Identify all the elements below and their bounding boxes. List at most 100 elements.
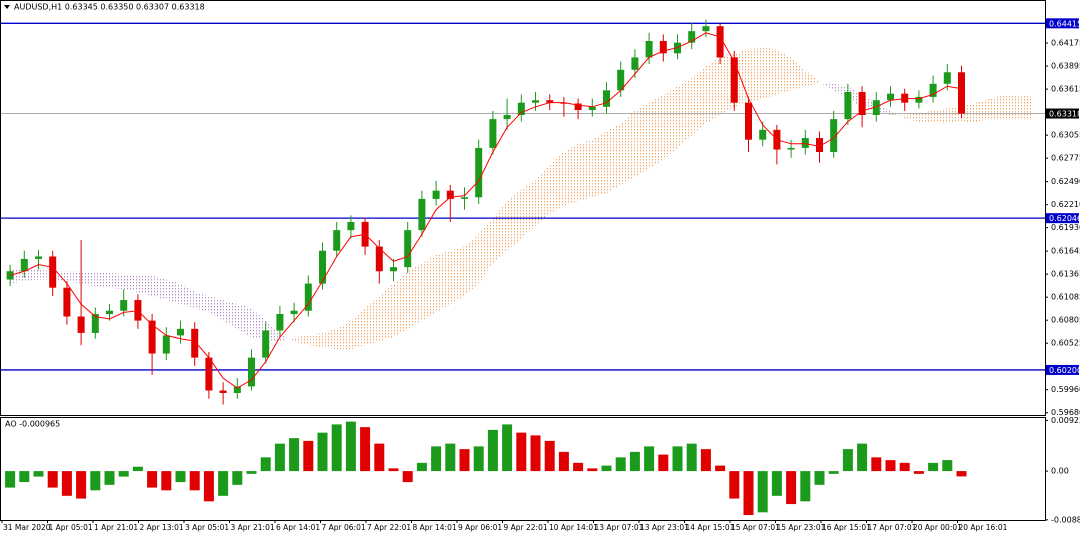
candle-body bbox=[390, 267, 397, 272]
ao-bar bbox=[90, 471, 101, 491]
candle-body bbox=[191, 328, 199, 358]
cloud-segment bbox=[620, 110, 635, 185]
ao-bar bbox=[573, 462, 584, 472]
candle-body bbox=[588, 106, 596, 111]
candle-body bbox=[333, 230, 341, 251]
ao-bar bbox=[487, 429, 498, 472]
y-tick-label: 0.64175 bbox=[1051, 39, 1080, 48]
cloud-segment bbox=[407, 263, 422, 329]
level-label: 0.60200 bbox=[1049, 366, 1080, 375]
candle-body bbox=[319, 250, 326, 284]
ao-bar bbox=[530, 435, 541, 472]
ao-bar bbox=[147, 471, 158, 488]
cloud-segment bbox=[947, 106, 962, 124]
ao-bar bbox=[374, 443, 385, 472]
candle-body bbox=[887, 93, 894, 101]
candle-body bbox=[304, 283, 312, 311]
cloud-segment bbox=[847, 86, 863, 107]
candle-body bbox=[347, 221, 355, 231]
level-label-box bbox=[1046, 364, 1079, 375]
ao-bar bbox=[743, 471, 754, 516]
cloud-segment bbox=[379, 283, 394, 342]
candle-body bbox=[475, 147, 483, 198]
level-label-box bbox=[1046, 213, 1079, 224]
cloud-segment bbox=[223, 300, 238, 329]
current-price-label: 0.63318 bbox=[1049, 110, 1080, 119]
ao-bar bbox=[644, 446, 655, 472]
ao-bar bbox=[161, 471, 172, 491]
menu-triangle[interactable] bbox=[4, 5, 10, 9]
candle-body bbox=[106, 310, 113, 315]
ao-bar bbox=[33, 471, 44, 477]
level-label: 0.64415 bbox=[1049, 19, 1080, 28]
moving-average bbox=[9, 32, 962, 389]
ao-bar bbox=[601, 465, 612, 472]
candle-body bbox=[645, 41, 653, 58]
cloud-segment bbox=[989, 94, 1005, 120]
ao-bar bbox=[232, 471, 243, 485]
candle-body bbox=[546, 100, 554, 103]
cloud-segment bbox=[95, 272, 110, 288]
x-tick-label: 13 Apr 07:01 bbox=[595, 523, 644, 532]
candle-body bbox=[276, 314, 284, 331]
cloud-segment bbox=[876, 102, 891, 116]
candle-body bbox=[659, 41, 667, 54]
cloud-segment bbox=[791, 57, 806, 91]
cloud-segment bbox=[336, 320, 351, 350]
axis-layer: 0.64415 0.62046 0.60200 0.63318 0.64175 0.638… bbox=[1, 18, 1080, 532]
cloud-segment bbox=[251, 308, 266, 342]
ao-bar bbox=[615, 457, 626, 472]
ao-bar bbox=[203, 471, 214, 502]
cloud-segment bbox=[563, 143, 579, 206]
candle-body bbox=[872, 100, 880, 116]
ao-bar bbox=[842, 449, 853, 472]
x-tick-label: 31 Mar 2020 bbox=[3, 523, 51, 532]
cloud-segment bbox=[592, 131, 607, 198]
ao-bar bbox=[913, 471, 924, 474]
x-tick-label: 20 Apr 16:01 bbox=[959, 523, 1008, 532]
candle-body bbox=[943, 72, 951, 84]
candle-body bbox=[617, 69, 625, 91]
cloud-segment bbox=[1004, 94, 1019, 120]
ao-bar bbox=[502, 424, 513, 472]
cloud-segment bbox=[393, 271, 408, 338]
ao-bar bbox=[104, 471, 115, 485]
candle-body bbox=[688, 31, 696, 43]
candle-body bbox=[631, 57, 639, 70]
cloud-segment bbox=[748, 47, 763, 103]
cloud-segment bbox=[762, 47, 777, 99]
candle-body bbox=[375, 246, 383, 272]
candle-body bbox=[120, 300, 128, 311]
candle-body bbox=[20, 258, 28, 272]
x-tick-label: 3 Apr 05:01 bbox=[185, 523, 229, 532]
candle-body bbox=[35, 256, 42, 259]
candle-body bbox=[219, 390, 227, 393]
candle-body bbox=[290, 310, 298, 315]
cloud-segment bbox=[24, 269, 39, 282]
candle-body bbox=[461, 197, 468, 199]
ao-bar bbox=[516, 432, 527, 472]
ao-bar bbox=[331, 424, 342, 472]
y-tick-label: 0.59680 bbox=[1051, 408, 1080, 417]
cloud-segment bbox=[677, 78, 692, 148]
cloud-segment bbox=[720, 53, 735, 116]
ao-bar bbox=[303, 440, 314, 472]
ao-bar bbox=[672, 446, 683, 472]
ao-bar bbox=[629, 451, 640, 472]
ao-bar bbox=[189, 471, 200, 491]
cloud-segment bbox=[208, 295, 224, 321]
ao-bar bbox=[260, 457, 271, 472]
ao-bar bbox=[786, 471, 797, 505]
cloud-segment bbox=[578, 139, 593, 202]
y-tick-label: 0.61365 bbox=[1051, 270, 1080, 279]
level-label: 0.62046 bbox=[1049, 214, 1080, 223]
candle-body bbox=[205, 357, 213, 391]
ao-bar bbox=[317, 432, 328, 472]
cloud-segment bbox=[649, 94, 664, 169]
cloud-segment bbox=[890, 110, 905, 120]
cloud-segment bbox=[833, 83, 848, 99]
candle-body bbox=[702, 26, 710, 32]
chart-title: AUDUSD,H1 0.63345 0.63350 0.63307 0.6331… bbox=[14, 3, 205, 12]
